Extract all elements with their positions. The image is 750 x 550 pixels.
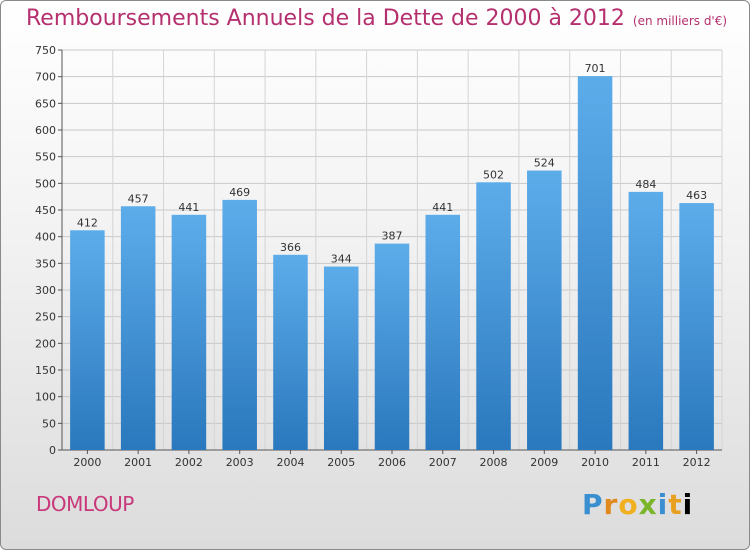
y-tick-label: 50	[42, 417, 56, 430]
y-tick-label: 300	[35, 284, 56, 297]
bar-2007	[425, 214, 461, 450]
x-tick-label: 2000	[73, 456, 101, 469]
x-tick-label: 2001	[124, 456, 152, 469]
bar-value-label: 484	[635, 178, 656, 191]
y-tick-label: 550	[35, 151, 56, 164]
y-tick-label: 700	[35, 71, 56, 84]
bar-2008	[476, 182, 511, 450]
y-tick-label: 500	[35, 177, 56, 190]
y-tick-label: 100	[35, 391, 56, 404]
x-tick-label: 2008	[480, 456, 508, 469]
bar-2002	[171, 214, 207, 450]
bar-2012	[679, 203, 714, 450]
y-tick-label: 750	[35, 44, 56, 57]
bar-value-label: 366	[280, 241, 301, 254]
bar-2001	[120, 206, 156, 450]
x-tick-label: 2005	[327, 456, 355, 469]
commune-name: DOMLOUP	[36, 492, 134, 516]
y-tick-label: 600	[35, 124, 56, 137]
bar-value-label: 441	[178, 201, 199, 214]
bar-value-label: 412	[77, 216, 98, 229]
bar-2009	[527, 170, 562, 451]
bar-2000	[70, 230, 105, 450]
chart-title-text: Remboursements Annuels de la Dette de 20…	[26, 6, 625, 31]
bars	[70, 76, 714, 451]
y-tick-label: 0	[49, 444, 56, 457]
bar-2005	[323, 266, 359, 450]
bar-2006	[374, 243, 410, 450]
x-tick-label: 2004	[276, 456, 304, 469]
y-tick-label: 250	[35, 311, 56, 324]
x-tick-label: 2006	[378, 456, 406, 469]
bar-2011	[628, 191, 664, 450]
labels: 412 2000 457 2001 441 2002 469 2003 366 2004 344 20…	[73, 62, 710, 469]
x-tick-label: 2007	[429, 456, 457, 469]
x-tick-label: 2011	[632, 456, 660, 469]
bar-2004	[273, 254, 308, 450]
x-tick-label: 2010	[581, 456, 609, 469]
y-tick-label: 200	[35, 337, 56, 350]
bar-value-label: 344	[331, 253, 352, 266]
bar-value-label: 701	[585, 62, 606, 75]
y-tick-label: 450	[35, 204, 56, 217]
bar-value-label: 524	[534, 157, 555, 170]
bar-value-label: 441	[432, 201, 453, 214]
y-tick-label: 400	[35, 231, 56, 244]
bar-value-label: 469	[229, 186, 250, 199]
bar-value-label: 387	[382, 230, 403, 243]
y-tick-label: 150	[35, 364, 56, 377]
x-tick-label: 2002	[175, 456, 203, 469]
bar-2010	[577, 76, 613, 450]
chart-unit-label: (en milliers d'€)	[632, 14, 728, 28]
y-tick-label: 350	[35, 257, 56, 270]
x-tick-label: 2012	[683, 456, 711, 469]
chart-title: Remboursements Annuels de la Dette de 20…	[26, 6, 727, 31]
y-tick-label: 650	[35, 97, 56, 110]
bar-value-label: 457	[128, 192, 149, 205]
bar-2003	[222, 199, 257, 450]
proxiti-logo: Proxiti	[582, 488, 694, 521]
x-tick-label: 2003	[226, 456, 254, 469]
bar-value-label: 463	[686, 189, 707, 202]
x-tick-label: 2009	[530, 456, 558, 469]
bar-value-label: 502	[483, 168, 504, 181]
